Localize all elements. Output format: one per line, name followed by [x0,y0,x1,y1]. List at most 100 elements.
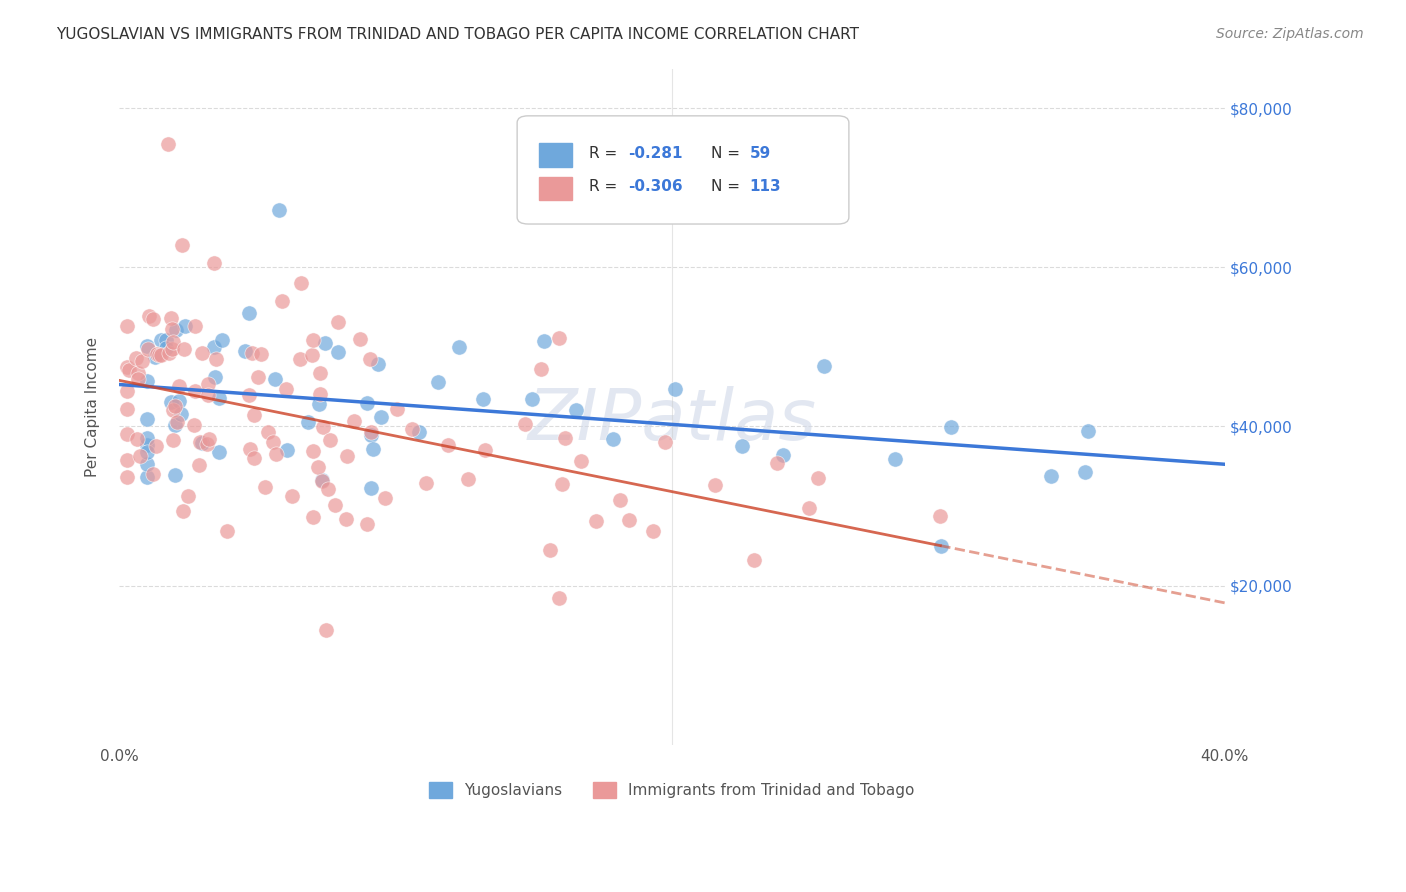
Point [155,333,177,347]
Point [349,332,371,346]
Point [238,388,260,402]
Point [202,340,225,354]
Point [472,392,495,406]
Point [323,498,346,512]
Point [360,425,382,440]
Point [135,438,157,452]
Point [127,432,149,446]
Point [813,359,835,374]
Point [146,347,169,361]
Point [374,491,396,506]
Point [253,480,276,494]
Point [143,350,166,364]
Text: -0.306: -0.306 [627,179,682,194]
Point [408,425,430,439]
Point [316,482,339,496]
Point [799,501,821,516]
Point [297,416,319,430]
Point [602,433,624,447]
Point [142,467,165,481]
Point [742,553,765,567]
Point [243,451,266,466]
Point [166,415,188,429]
Point [211,333,233,347]
Point [145,439,167,453]
Point [883,451,905,466]
Point [135,431,157,445]
Point [208,444,231,458]
Point [302,444,325,458]
Point [256,425,278,439]
Point [1077,424,1099,438]
Point [356,516,378,531]
Point [208,391,231,405]
Point [204,352,226,367]
Point [160,310,183,325]
Point [664,382,686,396]
Point [150,348,173,362]
Point [356,396,378,410]
Text: R =: R = [589,179,617,194]
Y-axis label: Per Capita Income: Per Capita Income [86,336,100,476]
Point [643,524,665,539]
Point [118,363,141,377]
Bar [540,177,572,201]
Point [188,458,211,472]
Point [585,514,607,528]
Point [169,407,191,421]
Point [135,444,157,458]
Point [117,427,139,442]
Point [138,310,160,324]
Point [173,342,195,356]
Point [426,375,449,389]
Text: -0.281: -0.281 [627,145,682,161]
Point [202,256,225,270]
Point [308,386,330,401]
Point [197,377,219,392]
Point [326,315,349,329]
Point [530,362,553,376]
Point [135,457,157,471]
Point [551,477,574,491]
Point [117,384,139,398]
Point [127,366,149,380]
Text: YUGOSLAVIAN VS IMMIGRANTS FROM TRINIDAD AND TOBAGO PER CAPITA INCOME CORRELATION: YUGOSLAVIAN VS IMMIGRANTS FROM TRINIDAD … [56,27,859,42]
Point [326,345,349,359]
Point [569,453,592,467]
Point [308,397,330,411]
Point [127,372,149,386]
Point [149,333,172,347]
Point [474,443,496,458]
Point [117,452,139,467]
Bar [540,143,572,167]
Legend: Yugoslavians, Immigrants from Trinidad and Tobago: Yugoslavians, Immigrants from Trinidad a… [423,776,921,805]
Point [1039,468,1062,483]
Point [238,306,260,320]
Point [136,374,159,388]
Point [172,504,194,518]
Point [437,438,460,452]
Point [233,344,256,359]
Point [343,414,366,428]
Point [135,411,157,425]
Point [315,623,337,637]
Point [262,435,284,450]
Point [703,477,725,491]
Point [128,449,150,463]
Point [730,439,752,453]
Text: N =: N = [710,145,740,161]
Point [191,346,214,360]
Point [197,388,219,402]
Point [401,422,423,436]
Point [941,420,963,434]
Point [312,419,335,434]
Point [311,473,333,487]
Point [311,475,333,489]
Point [165,399,187,413]
Point [117,318,139,333]
Point [159,395,181,409]
Point [301,510,323,524]
Point [131,354,153,368]
Point [415,476,437,491]
Point [565,402,588,417]
